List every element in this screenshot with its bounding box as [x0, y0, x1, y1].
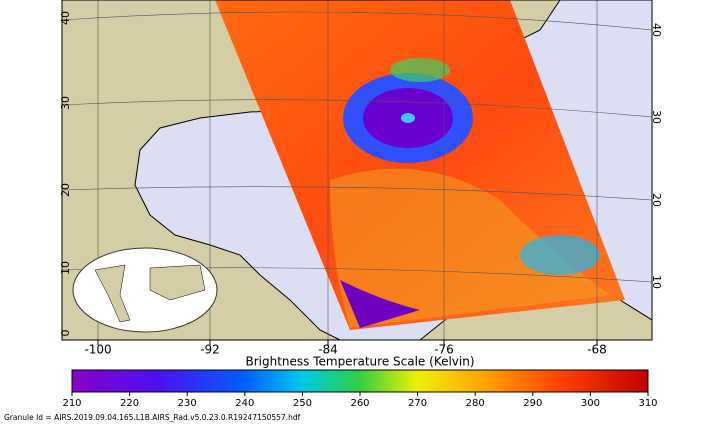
colorbar-tick-label: 310	[638, 398, 657, 409]
lat-label: 30	[650, 110, 663, 124]
colorbar-tick-label: 280	[466, 398, 485, 409]
colorbar-tick-label: 220	[120, 398, 139, 409]
colorbar	[71, 369, 649, 393]
lat-label: 30	[59, 96, 72, 110]
colorbar-tick-label: 260	[350, 398, 369, 409]
colorbar-tick-label: 290	[523, 398, 542, 409]
colorbar-tick-label: 210	[62, 398, 81, 409]
lon-label: -68	[587, 343, 607, 357]
colorbar-tick-label: 240	[235, 398, 254, 409]
colorbar-tick-label: 250	[293, 398, 312, 409]
lon-label: -100	[84, 343, 111, 357]
lat-label: 20	[59, 183, 72, 197]
colorbar-tick-label: 300	[581, 398, 600, 409]
map	[62, 0, 652, 340]
lat-label: 40	[650, 23, 663, 37]
lon-label: -84	[318, 343, 338, 357]
colorbar-tick-label: 230	[178, 398, 197, 409]
colorbar-tick-label: 270	[408, 398, 427, 409]
lat-label: 0	[59, 330, 72, 337]
lon-label: -76	[434, 343, 454, 357]
lat-label: 40	[59, 11, 72, 25]
lat-label: 10	[650, 275, 663, 289]
granule-id: Granule Id = AIRS.2019.09.04.165.L1B.AIR…	[4, 413, 301, 422]
lat-label: 20	[650, 193, 663, 207]
lat-label: 10	[59, 261, 72, 275]
lon-label: -92	[200, 343, 220, 357]
colorbar-title: Brightness Temperature Scale (Kelvin)	[245, 355, 474, 369]
